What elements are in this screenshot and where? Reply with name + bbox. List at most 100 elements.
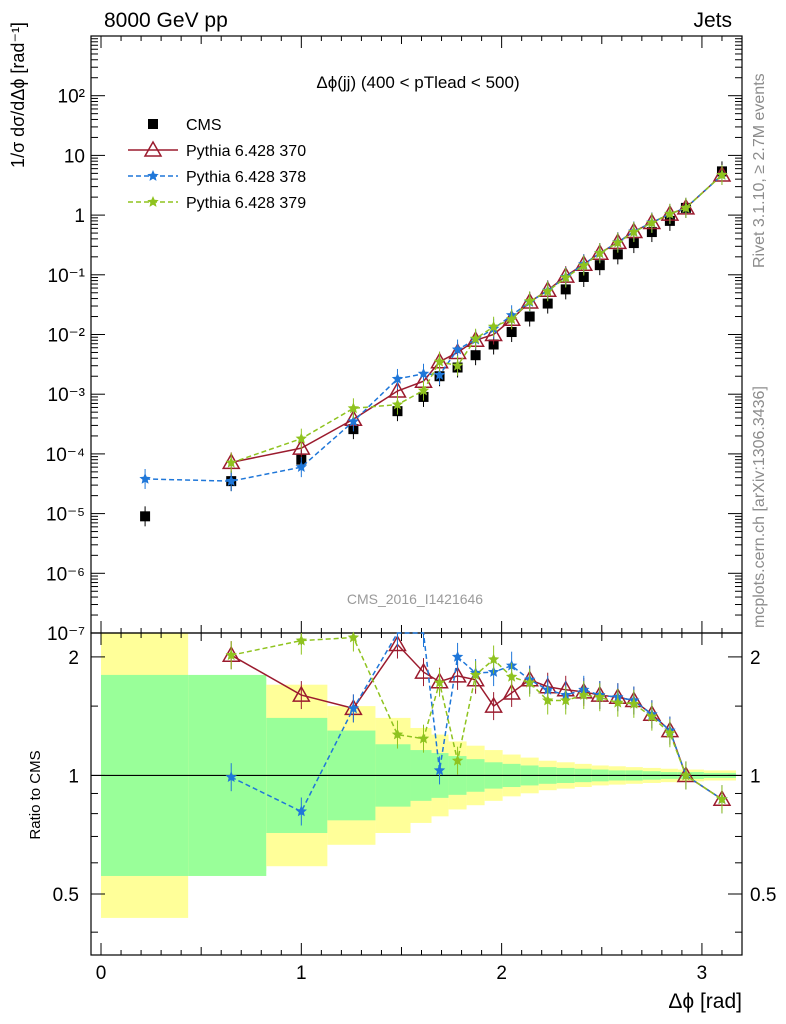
series-3 [225, 164, 728, 814]
star-marker [433, 355, 446, 367]
star-marker [451, 754, 464, 766]
series-line [231, 174, 723, 464]
star-marker [391, 398, 404, 410]
square-marker [148, 119, 158, 129]
ticks: 0 1 2 3 10⁻⁷ 10⁻⁶ 10⁻⁵ 10⁻⁴ 10⁻³ 10⁻² 10⁻¹ 1 10 10² 0.… [46, 36, 776, 984]
star-marker [505, 313, 518, 325]
star-marker [147, 170, 159, 181]
square-marker [578, 271, 589, 282]
triangle-marker [292, 438, 311, 455]
triangle-marker [484, 324, 503, 342]
star-marker [560, 271, 572, 283]
star-marker [646, 216, 658, 228]
star-marker [628, 697, 640, 709]
y-tick-label: 1 [74, 206, 85, 227]
star-marker [451, 359, 464, 371]
ratio-tick-label-right: 0.5 [750, 885, 776, 906]
star-marker [347, 402, 360, 414]
star-marker [612, 236, 624, 248]
ratio-tick-label: 0.5 [53, 885, 79, 906]
series-layer [139, 161, 732, 826]
ratio-tick-label: 1 [68, 766, 79, 787]
legend-label: Pythia 6.428 370 [186, 143, 306, 160]
star-marker [612, 696, 624, 708]
star-marker [295, 432, 307, 444]
y-tick-label: 10⁻⁶ [46, 564, 85, 585]
star-marker [347, 415, 360, 427]
square-marker [612, 249, 623, 260]
star-marker [487, 653, 500, 665]
star-marker [680, 201, 692, 213]
star-marker [433, 676, 446, 688]
y-tick-label: 10⁻⁵ [46, 505, 85, 526]
star-marker [560, 694, 572, 706]
x-axis-label: Δϕ [rad] [668, 990, 742, 1013]
triangle-marker [502, 683, 521, 700]
star-marker [628, 226, 640, 237]
square-marker [594, 260, 605, 271]
star-marker [594, 691, 606, 703]
y-tick-label: 10⁻⁴ [46, 445, 85, 466]
y-axis-label-top: 1/σ dσ/dΔϕ [rad⁻¹] [8, 22, 28, 168]
star-marker [451, 343, 464, 355]
square-marker [524, 311, 535, 322]
star-marker [664, 727, 676, 739]
triangle-marker [292, 685, 311, 702]
y-tick-label: 10⁻² [48, 326, 86, 347]
star-marker [542, 694, 554, 706]
star-marker [225, 475, 237, 486]
star-marker [487, 320, 500, 332]
triangle-marker [388, 635, 407, 652]
star-marker [347, 631, 360, 643]
star-marker [716, 169, 728, 180]
star-marker [433, 764, 446, 776]
ratio-tick-label-right: 1 [750, 766, 761, 787]
series-line [230, 174, 723, 464]
triangle-marker [484, 696, 503, 713]
triangle-marker [143, 140, 163, 157]
star-marker [594, 247, 606, 259]
series-0 [140, 161, 727, 527]
star-marker [295, 634, 307, 646]
star-marker [680, 769, 692, 781]
star-marker [417, 732, 430, 744]
x-tick-label: 1 [296, 963, 307, 984]
star-marker [391, 373, 404, 384]
star-marker [524, 676, 536, 688]
y-tick-label: 10 [64, 146, 85, 167]
x-tick-label: 0 [96, 963, 107, 984]
star-marker [716, 793, 728, 805]
star-marker [225, 771, 237, 782]
star-marker [524, 295, 536, 307]
y-tick-label: 10² [58, 87, 85, 108]
legend-label: Pythia 6.428 379 [186, 195, 306, 212]
ratio-tick-label-right: 2 [750, 648, 761, 669]
star-marker [295, 461, 307, 472]
star-marker [542, 285, 554, 297]
star-marker [578, 259, 590, 271]
ratio-tick-label: 2 [68, 648, 79, 669]
star-marker [347, 702, 360, 714]
chart-title: Δϕ(jj) (400 < pTlead < 500) [316, 73, 519, 92]
header-left: 8000 GeV pp [104, 9, 228, 32]
star-marker [417, 367, 430, 379]
triangle-marker [448, 666, 467, 683]
square-marker [628, 238, 639, 249]
legend: CMS Pythia 6.428 370 Pythia 6.428 378 Pythi… [128, 117, 306, 212]
star-marker [433, 369, 446, 380]
star-marker [147, 196, 159, 207]
star-marker [578, 689, 590, 700]
star-marker [664, 207, 676, 219]
x-tick-label: 3 [697, 963, 708, 984]
square-marker [560, 284, 571, 295]
star-marker [469, 668, 482, 680]
star-marker [451, 650, 464, 662]
star-marker [225, 456, 237, 468]
star-marker [417, 384, 430, 396]
x-tick-label: 2 [496, 963, 507, 984]
y-axis-label-bottom: Ratio to CMS [27, 750, 44, 839]
star-marker [646, 710, 658, 722]
star-marker [139, 473, 151, 484]
star-marker [225, 649, 237, 661]
